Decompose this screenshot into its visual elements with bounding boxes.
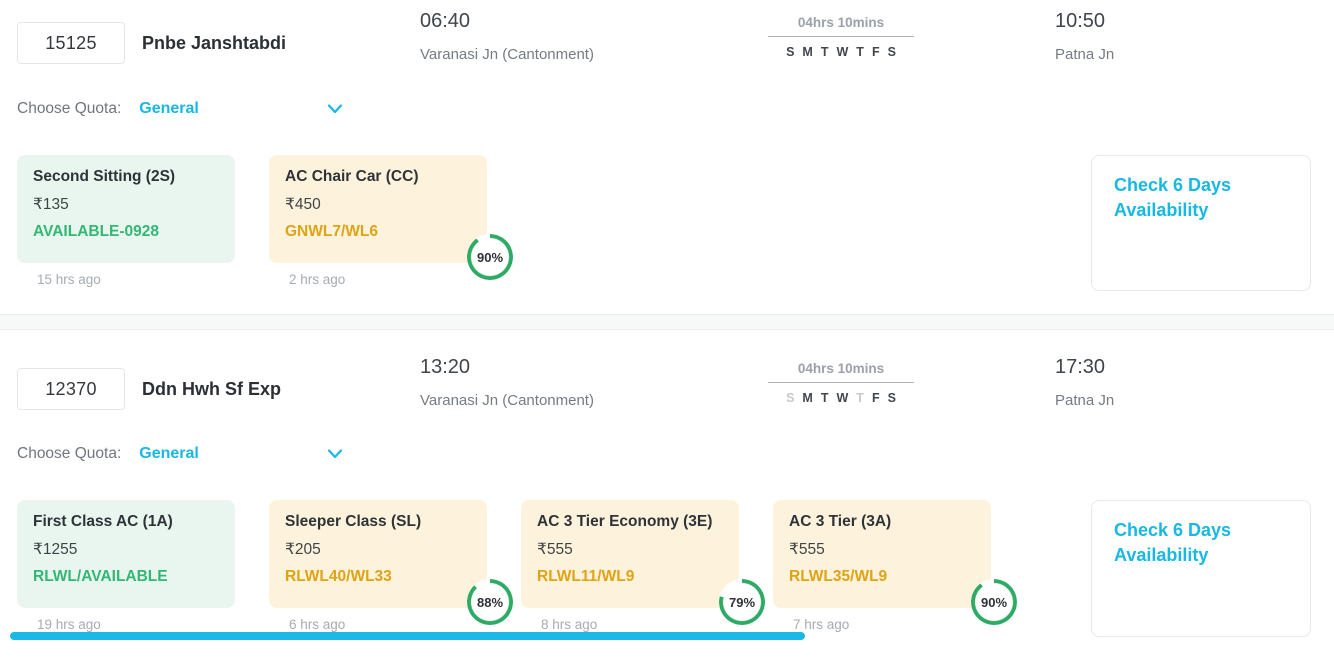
- fare-price: ₹555: [789, 541, 825, 558]
- fare-price: ₹205: [285, 541, 321, 558]
- train-number-box: 15125: [17, 22, 125, 64]
- quota-select[interactable]: General: [139, 445, 199, 462]
- confirmation-chance-value: 90%: [476, 249, 504, 265]
- last-checked: 8 hrs ago: [541, 617, 598, 632]
- train-number-box: 12370: [17, 368, 125, 410]
- day-mon: M: [802, 45, 813, 59]
- fare-slot: AC 3 Tier Economy (3E) ₹555 RLWL11/WL9 7…: [521, 500, 765, 632]
- fare-class-name: Sleeper Class (SL): [285, 513, 422, 530]
- quota-label: Choose Quota:: [17, 100, 122, 117]
- arrival-station: Patna Jn: [1055, 46, 1115, 63]
- arrival-station: Patna Jn: [1055, 392, 1115, 409]
- day-fri: F: [871, 391, 880, 405]
- train-name: Pnbe Janshtabdi: [142, 33, 287, 53]
- last-checked: 2 hrs ago: [289, 272, 346, 287]
- fare-card-2s[interactable]: Second Sitting (2S) ₹135 AVAILABLE-0928: [17, 155, 235, 263]
- confirmation-chance-badge: 90%: [467, 234, 513, 280]
- fare-card-3e[interactable]: AC 3 Tier Economy (3E) ₹555 RLWL11/WL9 7…: [521, 500, 765, 625]
- fare-card-3a[interactable]: AC 3 Tier (3A) ₹555 RLWL35/WL9 90%: [773, 500, 1017, 625]
- section-divider: [0, 314, 1334, 330]
- confirmation-chance-value: 79%: [728, 594, 756, 610]
- arrival-block: 10:50 Patna Jn: [1055, 10, 1114, 63]
- fare-class-name: AC Chair Car (CC): [285, 168, 419, 185]
- day-tue: T: [820, 45, 829, 59]
- fare-class-name: AC 3 Tier (3A): [789, 513, 892, 530]
- last-checked: 19 hrs ago: [37, 617, 101, 632]
- day-wed: W: [836, 391, 849, 405]
- train-number: 15125: [45, 32, 97, 53]
- confirmation-chance-badge: 88%: [467, 579, 513, 625]
- confirmation-chance-badge: 90%: [971, 579, 1017, 625]
- fare-slot: AC 3 Tier (3A) ₹555 RLWL35/WL9 90% 7 hrs…: [773, 500, 1017, 632]
- availability-status: RLWL35/WL9: [789, 568, 888, 585]
- departure-block: 13:20 Varanasi Jn (Cantonment): [420, 356, 594, 409]
- quota-row: Choose Quota: General: [17, 445, 343, 463]
- chevron-down-icon[interactable]: [327, 104, 343, 114]
- train-name: Ddn Hwh Sf Exp: [142, 379, 281, 399]
- last-checked: 15 hrs ago: [37, 272, 101, 287]
- departure-block: 06:40 Varanasi Jn (Cantonment): [420, 10, 594, 63]
- quota-select[interactable]: General: [139, 100, 199, 117]
- train-card-15125: 15125 Pnbe Janshtabdi 06:40 Varanasi Jn …: [0, 0, 1334, 314]
- departure-time: 13:20: [420, 356, 471, 378]
- train-number: 12370: [45, 378, 97, 399]
- arrival-block: 17:30 Patna Jn: [1055, 356, 1114, 409]
- duration-block: 04hrs 10mins S M T W T F S: [768, 15, 914, 59]
- availability-status: RLWL11/WL9: [537, 568, 635, 585]
- last-checked: 7 hrs ago: [793, 617, 850, 632]
- day-wed: W: [836, 45, 849, 59]
- day-tue: T: [820, 391, 829, 405]
- availability-status: GNWL7/WL6: [285, 223, 378, 240]
- fare-card-cc[interactable]: AC Chair Car (CC) ₹450 GNWL7/WL6 90%: [269, 155, 513, 280]
- fare-card-1a[interactable]: First Class AC (1A) ₹1255 RLWL/AVAILABLE: [17, 500, 235, 608]
- check-6-days-availability-label: Check 6 Days Availability: [1114, 520, 1232, 566]
- fare-class-name: Second Sitting (2S): [33, 168, 176, 185]
- quota-label: Choose Quota:: [17, 445, 122, 462]
- check-6-days-availability-button[interactable]: Check 6 Days Availability: [1091, 155, 1311, 291]
- fare-price: ₹135: [33, 196, 69, 213]
- availability-status: RLWL40/WL33: [285, 568, 392, 585]
- check-6-days-availability-label: Check 6 Days Availability: [1114, 175, 1232, 221]
- day-mon: M: [802, 391, 813, 405]
- day-sun: S: [786, 45, 795, 59]
- departure-time: 06:40: [420, 10, 471, 32]
- day-sat: S: [887, 45, 896, 59]
- fare-price: ₹450: [285, 196, 321, 213]
- quota-row: Choose Quota: General: [17, 100, 343, 118]
- availability-status: AVAILABLE-0928: [33, 223, 160, 240]
- arrival-time: 10:50: [1055, 10, 1106, 32]
- train-card-12370: 12370 Ddn Hwh Sf Exp 13:20 Varanasi Jn (…: [0, 330, 1334, 658]
- fare-slot: Second Sitting (2S) ₹135 AVAILABLE-0928 …: [17, 155, 235, 287]
- journey-duration: 04hrs 10mins: [768, 15, 914, 37]
- chevron-down-icon[interactable]: [327, 449, 343, 459]
- day-thu: T: [856, 391, 864, 405]
- journey-duration: 04hrs 10mins: [768, 361, 914, 383]
- fare-slot: First Class AC (1A) ₹1255 RLWL/AVAILABLE…: [17, 500, 235, 632]
- confirmation-chance-badge: 79%: [719, 579, 765, 625]
- availability-status: RLWL/AVAILABLE: [33, 568, 168, 585]
- day-sun: S: [786, 391, 795, 405]
- departure-station: Varanasi Jn (Cantonment): [420, 392, 594, 409]
- fare-class-name: AC 3 Tier Economy (3E): [537, 513, 713, 530]
- duration-block: 04hrs 10mins S M T W T F S: [768, 361, 914, 405]
- arrival-time: 17:30: [1055, 356, 1106, 378]
- confirmation-chance-value: 90%: [980, 594, 1008, 610]
- fare-price: ₹555: [537, 541, 573, 558]
- day-thu: T: [856, 45, 864, 59]
- running-days: S M T W T F S: [768, 391, 914, 405]
- departure-station: Varanasi Jn (Cantonment): [420, 46, 594, 63]
- fare-slot: Sleeper Class (SL) ₹205 RLWL40/WL33 88% …: [269, 500, 513, 632]
- fare-card-sl[interactable]: Sleeper Class (SL) ₹205 RLWL40/WL33 88%: [269, 500, 513, 625]
- fare-price: ₹1255: [33, 541, 78, 558]
- confirmation-chance-value: 88%: [476, 594, 504, 610]
- day-sat: S: [887, 391, 896, 405]
- fare-class-name: First Class AC (1A): [33, 513, 173, 530]
- last-checked: 6 hrs ago: [289, 617, 346, 632]
- fare-slot: AC Chair Car (CC) ₹450 GNWL7/WL6 90% 2 h…: [269, 155, 513, 287]
- day-fri: F: [871, 45, 880, 59]
- check-6-days-availability-button[interactable]: Check 6 Days Availability: [1091, 500, 1311, 637]
- horizontal-scrollbar-thumb[interactable]: [10, 632, 805, 640]
- running-days: S M T W T F S: [768, 45, 914, 59]
